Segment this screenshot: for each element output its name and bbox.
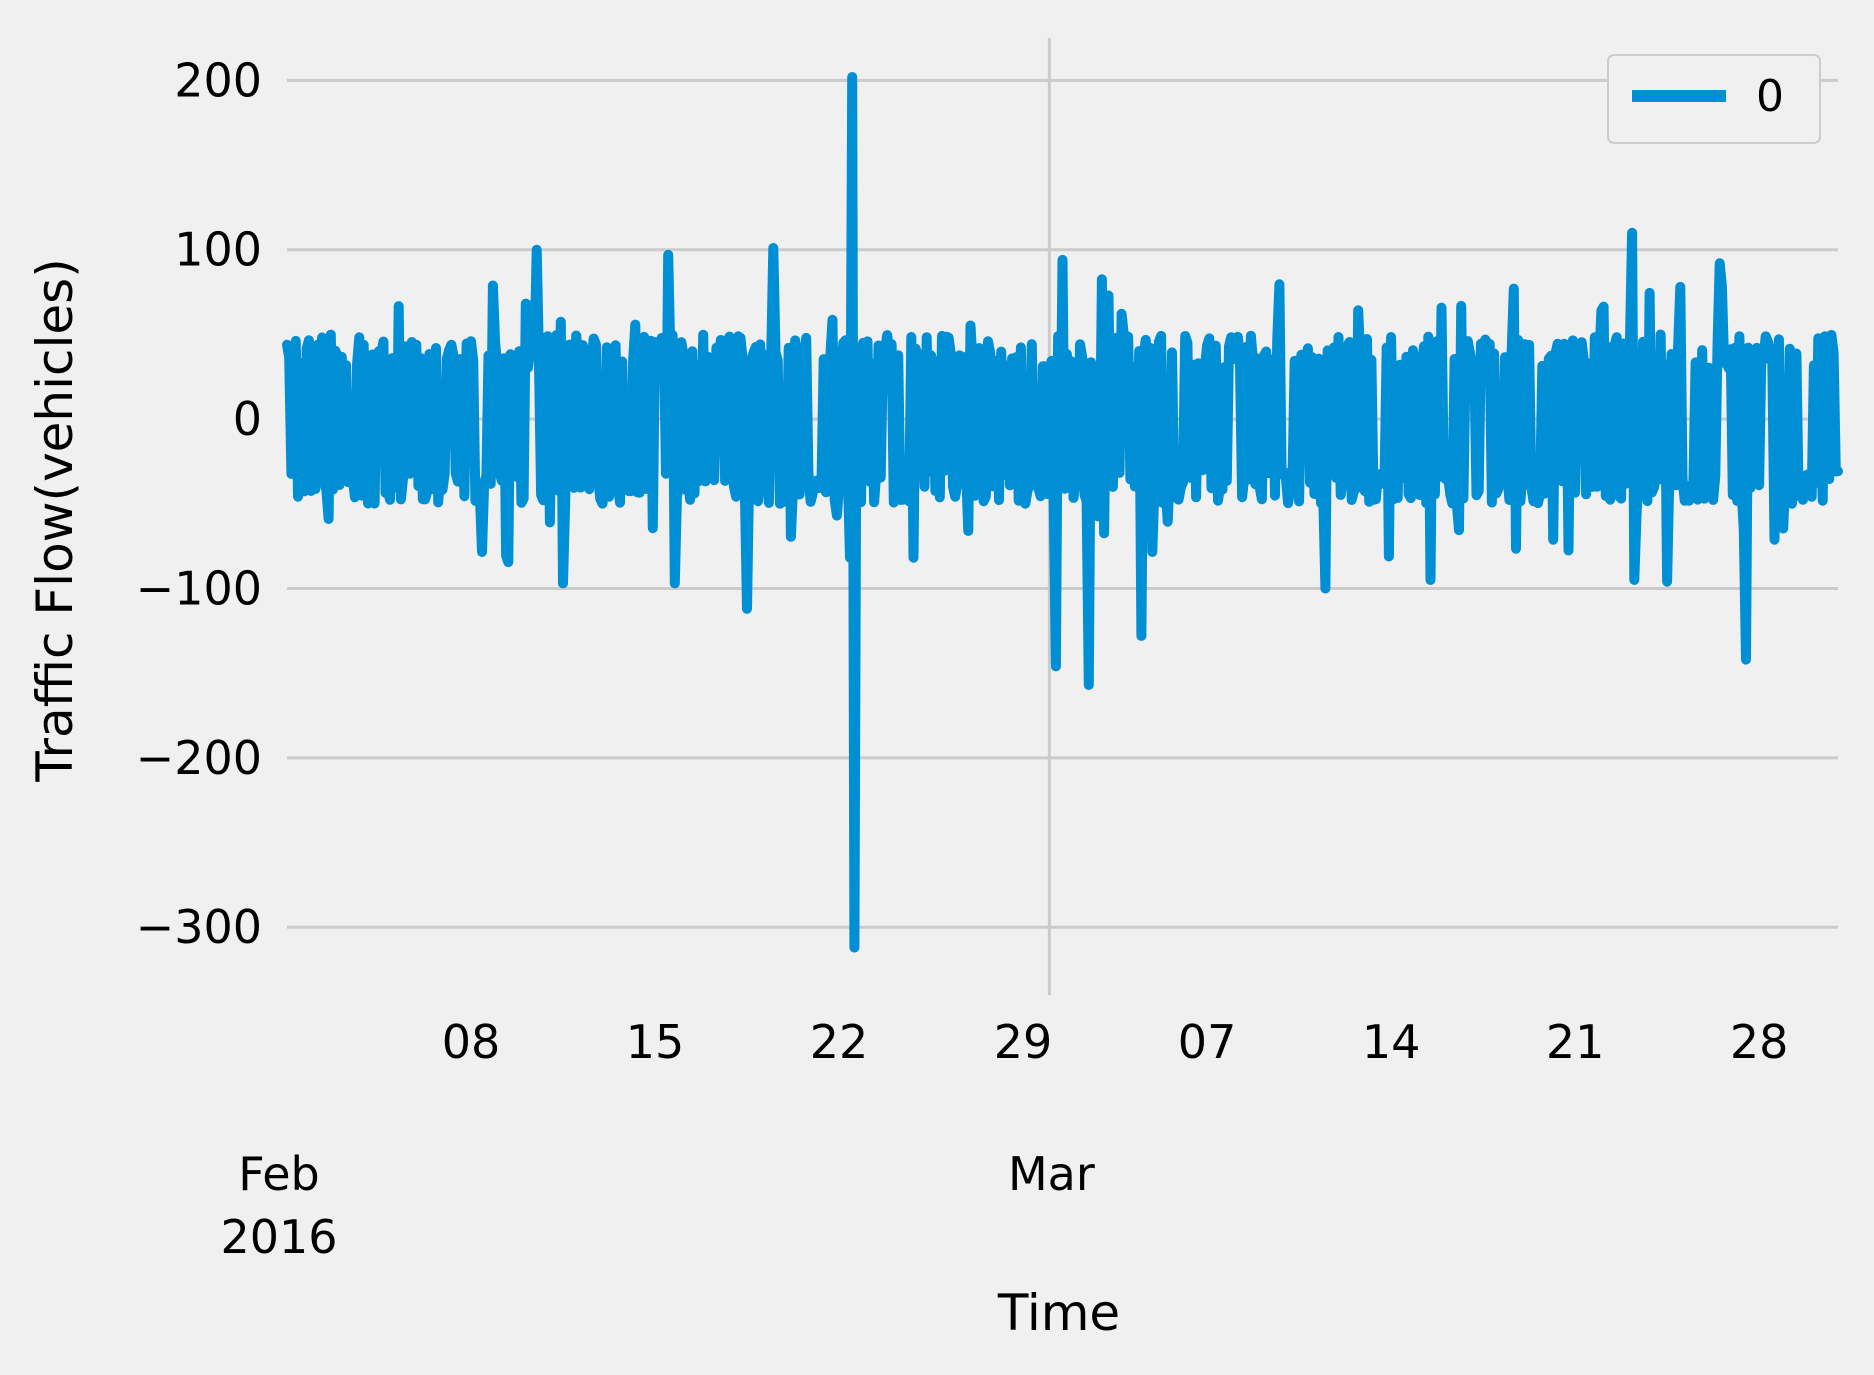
x-tick-label-0: 08 — [442, 1015, 501, 1069]
x-major-label-1-0: Mar — [1008, 1147, 1095, 1201]
legend: 0 — [1607, 54, 1821, 144]
series-0-line — [282, 72, 1843, 953]
x-tick-label-1: 15 — [626, 1015, 685, 1069]
x-tick-label-2: 22 — [810, 1015, 869, 1069]
y-tick-label-2: 0 — [233, 392, 262, 446]
series-0-path — [282, 72, 1843, 953]
x-major-label-0-0: Feb — [238, 1147, 319, 1201]
y-axis-label: Traffic Flow(vehicles) — [26, 258, 84, 782]
y-tick-label-3: −100 — [136, 561, 262, 615]
y-tick-label-4: −200 — [136, 731, 262, 785]
x-tick-label-7: 28 — [1730, 1015, 1789, 1069]
y-tick-label-0: 200 — [174, 53, 262, 107]
x-tick-label-5: 14 — [1362, 1015, 1421, 1069]
x-axis-label: Time — [997, 1284, 1120, 1342]
legend-entry: 0 — [1756, 71, 1784, 122]
y-tick-label-1: 100 — [174, 223, 262, 277]
x-tick-label-4: 07 — [1178, 1015, 1237, 1069]
x-tick-label-3: 29 — [994, 1015, 1053, 1069]
x-major-label-0-1: 2016 — [220, 1210, 337, 1264]
x-tick-label-6: 21 — [1546, 1015, 1605, 1069]
y-tick-labels: 200 100 0 −100 −200 −300 — [136, 53, 262, 954]
x-tick-labels: 08 15 22 29 07 14 21 28 Feb 2016 Mar — [220, 1015, 1788, 1264]
y-tick-label-5: −300 — [136, 900, 262, 954]
